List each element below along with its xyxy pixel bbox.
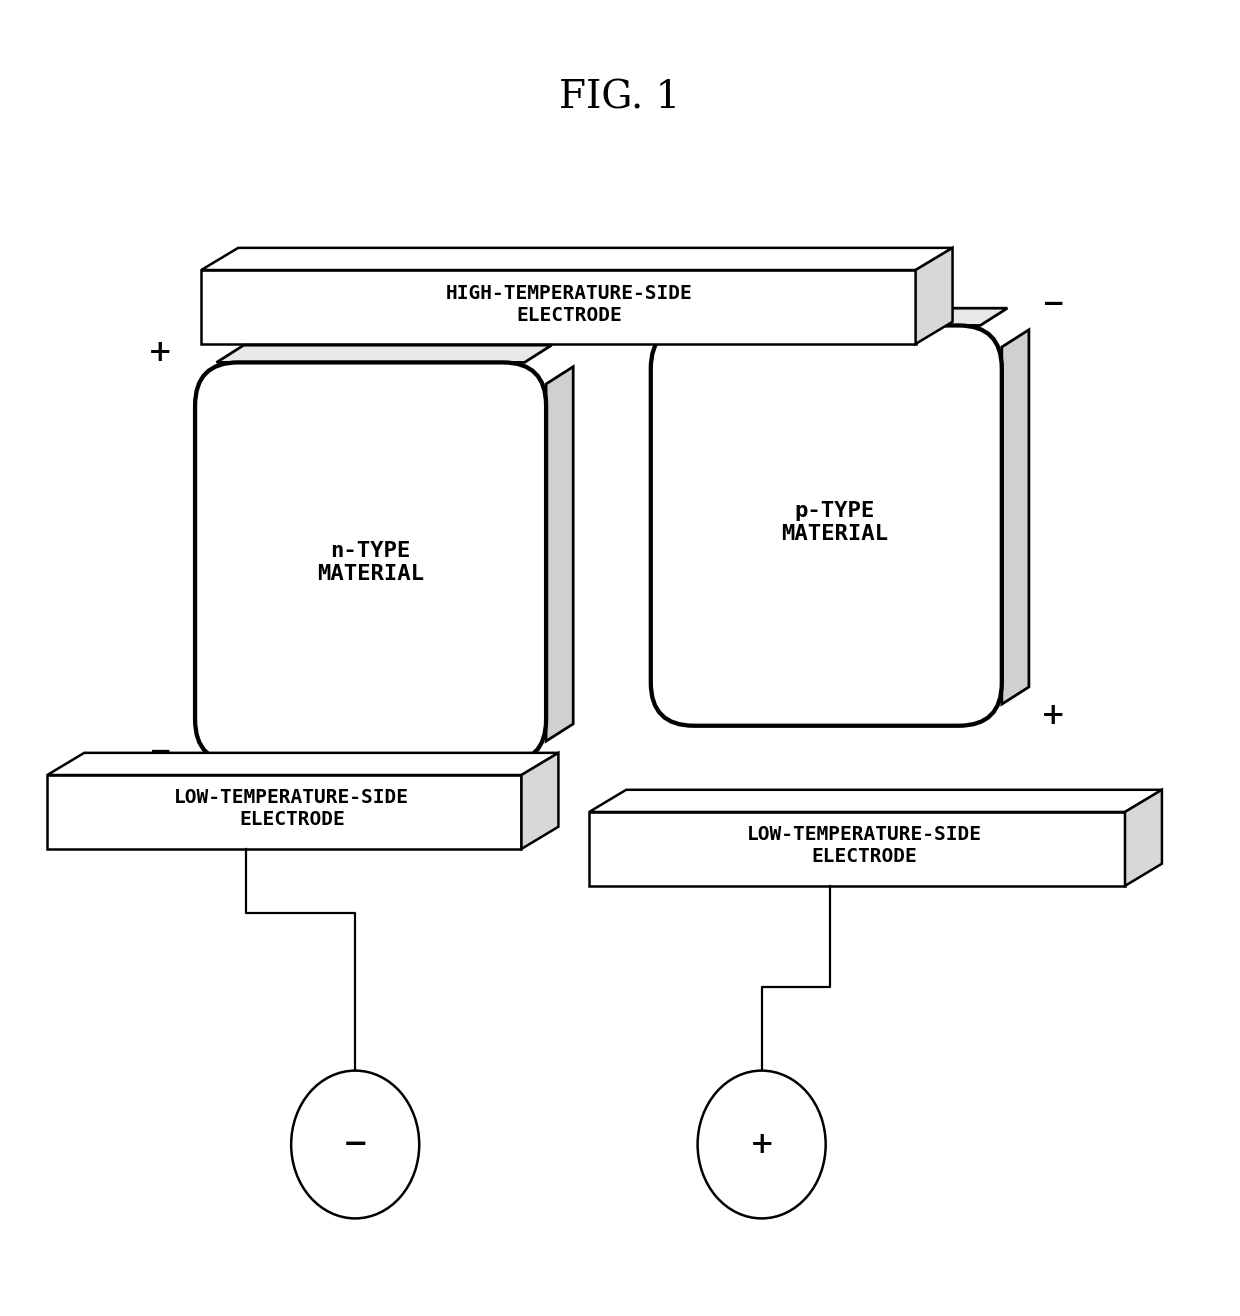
Text: p-TYPE
MATERIAL: p-TYPE MATERIAL [781,500,888,544]
Text: +: + [1042,701,1066,730]
Text: LOW-TEMPERATURE-SIDE
ELECTRODE: LOW-TEMPERATURE-SIDE ELECTRODE [175,788,409,829]
Polygon shape [1125,790,1162,886]
Polygon shape [201,247,952,270]
Text: +: + [749,1130,774,1159]
Text: −: − [1042,291,1065,318]
Text: HIGH-TEMPERATURE-SIDE
ELECTRODE: HIGH-TEMPERATURE-SIDE ELECTRODE [446,284,693,325]
Polygon shape [1002,330,1029,704]
Polygon shape [589,790,1162,812]
Text: −: − [342,1129,368,1159]
Text: FIG. 1: FIG. 1 [559,79,681,116]
Polygon shape [217,345,552,362]
Text: +: + [149,338,172,367]
Polygon shape [201,270,915,343]
Text: −: − [149,740,172,766]
Polygon shape [672,308,1007,325]
Polygon shape [589,812,1125,886]
Ellipse shape [291,1071,419,1219]
Text: n-TYPE
MATERIAL: n-TYPE MATERIAL [317,541,424,584]
Ellipse shape [698,1071,826,1219]
Polygon shape [522,753,558,849]
Polygon shape [47,775,522,849]
FancyBboxPatch shape [651,325,1002,725]
Polygon shape [546,367,573,741]
Text: LOW-TEMPERATURE-SIDE
ELECTRODE: LOW-TEMPERATURE-SIDE ELECTRODE [746,825,982,866]
Polygon shape [915,247,952,343]
FancyBboxPatch shape [195,362,546,763]
Polygon shape [47,753,558,775]
